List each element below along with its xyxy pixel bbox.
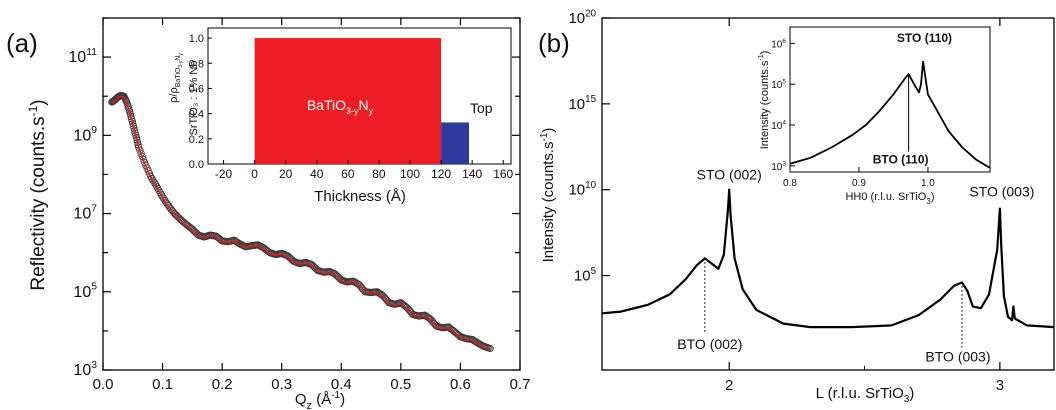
panel-b-frame xyxy=(601,17,1055,371)
batio-layer-block xyxy=(254,38,442,164)
panel-b-inset: 0.8 0.9 1.0 103 104 105 106 Intensity (counts.… xyxy=(758,26,991,206)
inset-x-tick-label: 60 xyxy=(341,167,355,181)
annotation-sto-003: STO (003) xyxy=(969,184,1034,200)
inset-x-tick-label: 0.8 xyxy=(783,178,797,189)
y-tick-label: 109 xyxy=(73,125,97,144)
data-point xyxy=(336,275,344,283)
panel-b-inset-data-series xyxy=(789,60,991,169)
inset-y-tick-label: 0.0 xyxy=(189,159,204,171)
panel-b-main-plot: 2 3 105 1010 1015 1020 Intensity (counts.s-1)… xyxy=(539,8,1055,405)
y-tick-label: 1015 xyxy=(568,94,596,113)
inset-y-tick-label: 1.0 xyxy=(189,33,204,45)
data-point xyxy=(149,176,157,184)
panel-label-b: (b) xyxy=(538,28,570,58)
data-point xyxy=(151,180,159,188)
annotation-bto-003: BTO (003) xyxy=(925,349,990,365)
panel-label-a: (a) xyxy=(6,28,38,58)
inset-y-tick-label: 0.8 xyxy=(189,58,204,70)
annotation-sto-110: STO (110) xyxy=(897,31,952,45)
top-layer-block xyxy=(441,122,470,164)
intensity-line xyxy=(601,188,1055,329)
x-tick-label: 0.6 xyxy=(450,376,471,393)
data-point xyxy=(136,146,144,154)
inset-x-tick-label: 140 xyxy=(462,167,482,181)
annotation-bto-110: BTO (110) xyxy=(873,153,929,167)
block-label-top: Top xyxy=(470,100,493,116)
inset-x-tick-label: 20 xyxy=(279,167,293,181)
data-point xyxy=(150,178,158,186)
inset-x-tick-label: 100 xyxy=(400,167,420,181)
panel-a-main-plot: 0.0 0.1 0.2 0.3 0.4 0.5 0.6 0.7 103 105 107 109 1011… xyxy=(26,17,531,410)
data-point xyxy=(169,208,177,216)
x-tick-label: 0.2 xyxy=(212,376,233,393)
data-point xyxy=(155,187,163,195)
fit-line xyxy=(111,95,491,351)
inset-intensity-line xyxy=(789,60,991,169)
panel-b-inset-ylabel: Intensity (counts.s-1) xyxy=(758,51,771,150)
data-point xyxy=(193,230,201,238)
y-tick-label: 1020 xyxy=(568,8,596,27)
y-tick-label: 105 xyxy=(73,282,97,301)
x-tick-label: 2 xyxy=(725,377,733,394)
inset-x-tick-label: 1.0 xyxy=(921,178,935,189)
panel-a-inset-ylabel: ρ/ρBaTiO3-yNy xyxy=(168,53,184,103)
inset-x-tick-label: -20 xyxy=(215,167,233,181)
panel-a-data-series xyxy=(108,91,494,353)
inset-y-tick-label: 105 xyxy=(771,79,786,92)
inset-y-tick-label: 104 xyxy=(771,120,786,133)
inset-x-tick-label: 160 xyxy=(493,167,513,181)
data-point xyxy=(148,174,156,182)
x-tick-label: 0.1 xyxy=(152,376,173,393)
inset-y-tick-label: 0.2 xyxy=(189,134,204,146)
panel-a-frame xyxy=(102,17,521,371)
panel-a-xlabel: Qz (Å-1) xyxy=(295,390,345,410)
inset-x-tick-label: 120 xyxy=(431,167,451,181)
data-point xyxy=(310,263,318,271)
panel-b-data-series xyxy=(601,188,1055,329)
x-tick-label: 0.4 xyxy=(331,376,352,393)
data-point xyxy=(431,321,439,329)
panel-b-ylabel: Intensity (counts.s-1) xyxy=(539,128,557,263)
inset-x-tick-label: 0 xyxy=(251,167,258,181)
x-tick-label: 0.0 xyxy=(93,376,114,393)
y-tick-label: 103 xyxy=(73,360,97,379)
data-point xyxy=(191,227,199,236)
data-point xyxy=(135,143,143,151)
data-point xyxy=(378,291,386,299)
data-point xyxy=(312,265,320,273)
inset-y-tick-label: 0.6 xyxy=(189,83,204,95)
y-tick-label: 1011 xyxy=(68,47,97,66)
annotation-bto-002: BTO (002) xyxy=(677,336,742,352)
panel-a-inset-substrate-label: SrTiO₃ : 1% Nb xyxy=(188,61,200,136)
data-point xyxy=(160,195,168,203)
inset-y-tick-label: 103 xyxy=(771,160,786,173)
data-point xyxy=(384,297,392,305)
inset-y-tick-label: 106 xyxy=(771,38,786,51)
data-point xyxy=(147,172,155,180)
data-point xyxy=(138,152,146,161)
x-tick-label: 0.3 xyxy=(271,376,292,393)
y-tick-label: 1010 xyxy=(568,180,596,199)
y-tick-label: 107 xyxy=(73,203,97,222)
inset-x-tick-label: 80 xyxy=(372,167,386,181)
y-tick-label: 105 xyxy=(574,266,597,285)
data-point xyxy=(401,302,410,311)
block-label-batio: BaTiO3-yNy xyxy=(307,97,374,116)
x-tick-label: 3 xyxy=(996,377,1004,394)
data-point xyxy=(137,149,145,157)
panel-b-xlabel: L (r.l.u. SrTiO3) xyxy=(816,385,915,405)
panel-a-inset-xlabel: Thickness (Å) xyxy=(314,188,406,205)
x-tick-label: 0.7 xyxy=(510,376,531,393)
panel-a-ylabel: Reflectivity (counts.s-1) xyxy=(26,99,49,290)
x-tick-label: 0.5 xyxy=(390,376,411,393)
annotation-sto-002: STO (002) xyxy=(697,167,762,183)
panel-b-inset-xlabel: HH0 (r.l.u. SrTiO3) xyxy=(845,191,934,206)
data-point xyxy=(407,309,416,317)
inset-x-tick-label: 0.9 xyxy=(852,178,866,189)
panel-a-inset: -20 0 20 40 60 80 100 120 140 160 0.0 0.2 0.4 0.6 0.8 1… xyxy=(168,27,514,205)
inset-x-tick-label: 40 xyxy=(310,167,324,181)
data-point xyxy=(122,97,130,105)
inset-y-tick-label: 0.4 xyxy=(189,109,204,121)
